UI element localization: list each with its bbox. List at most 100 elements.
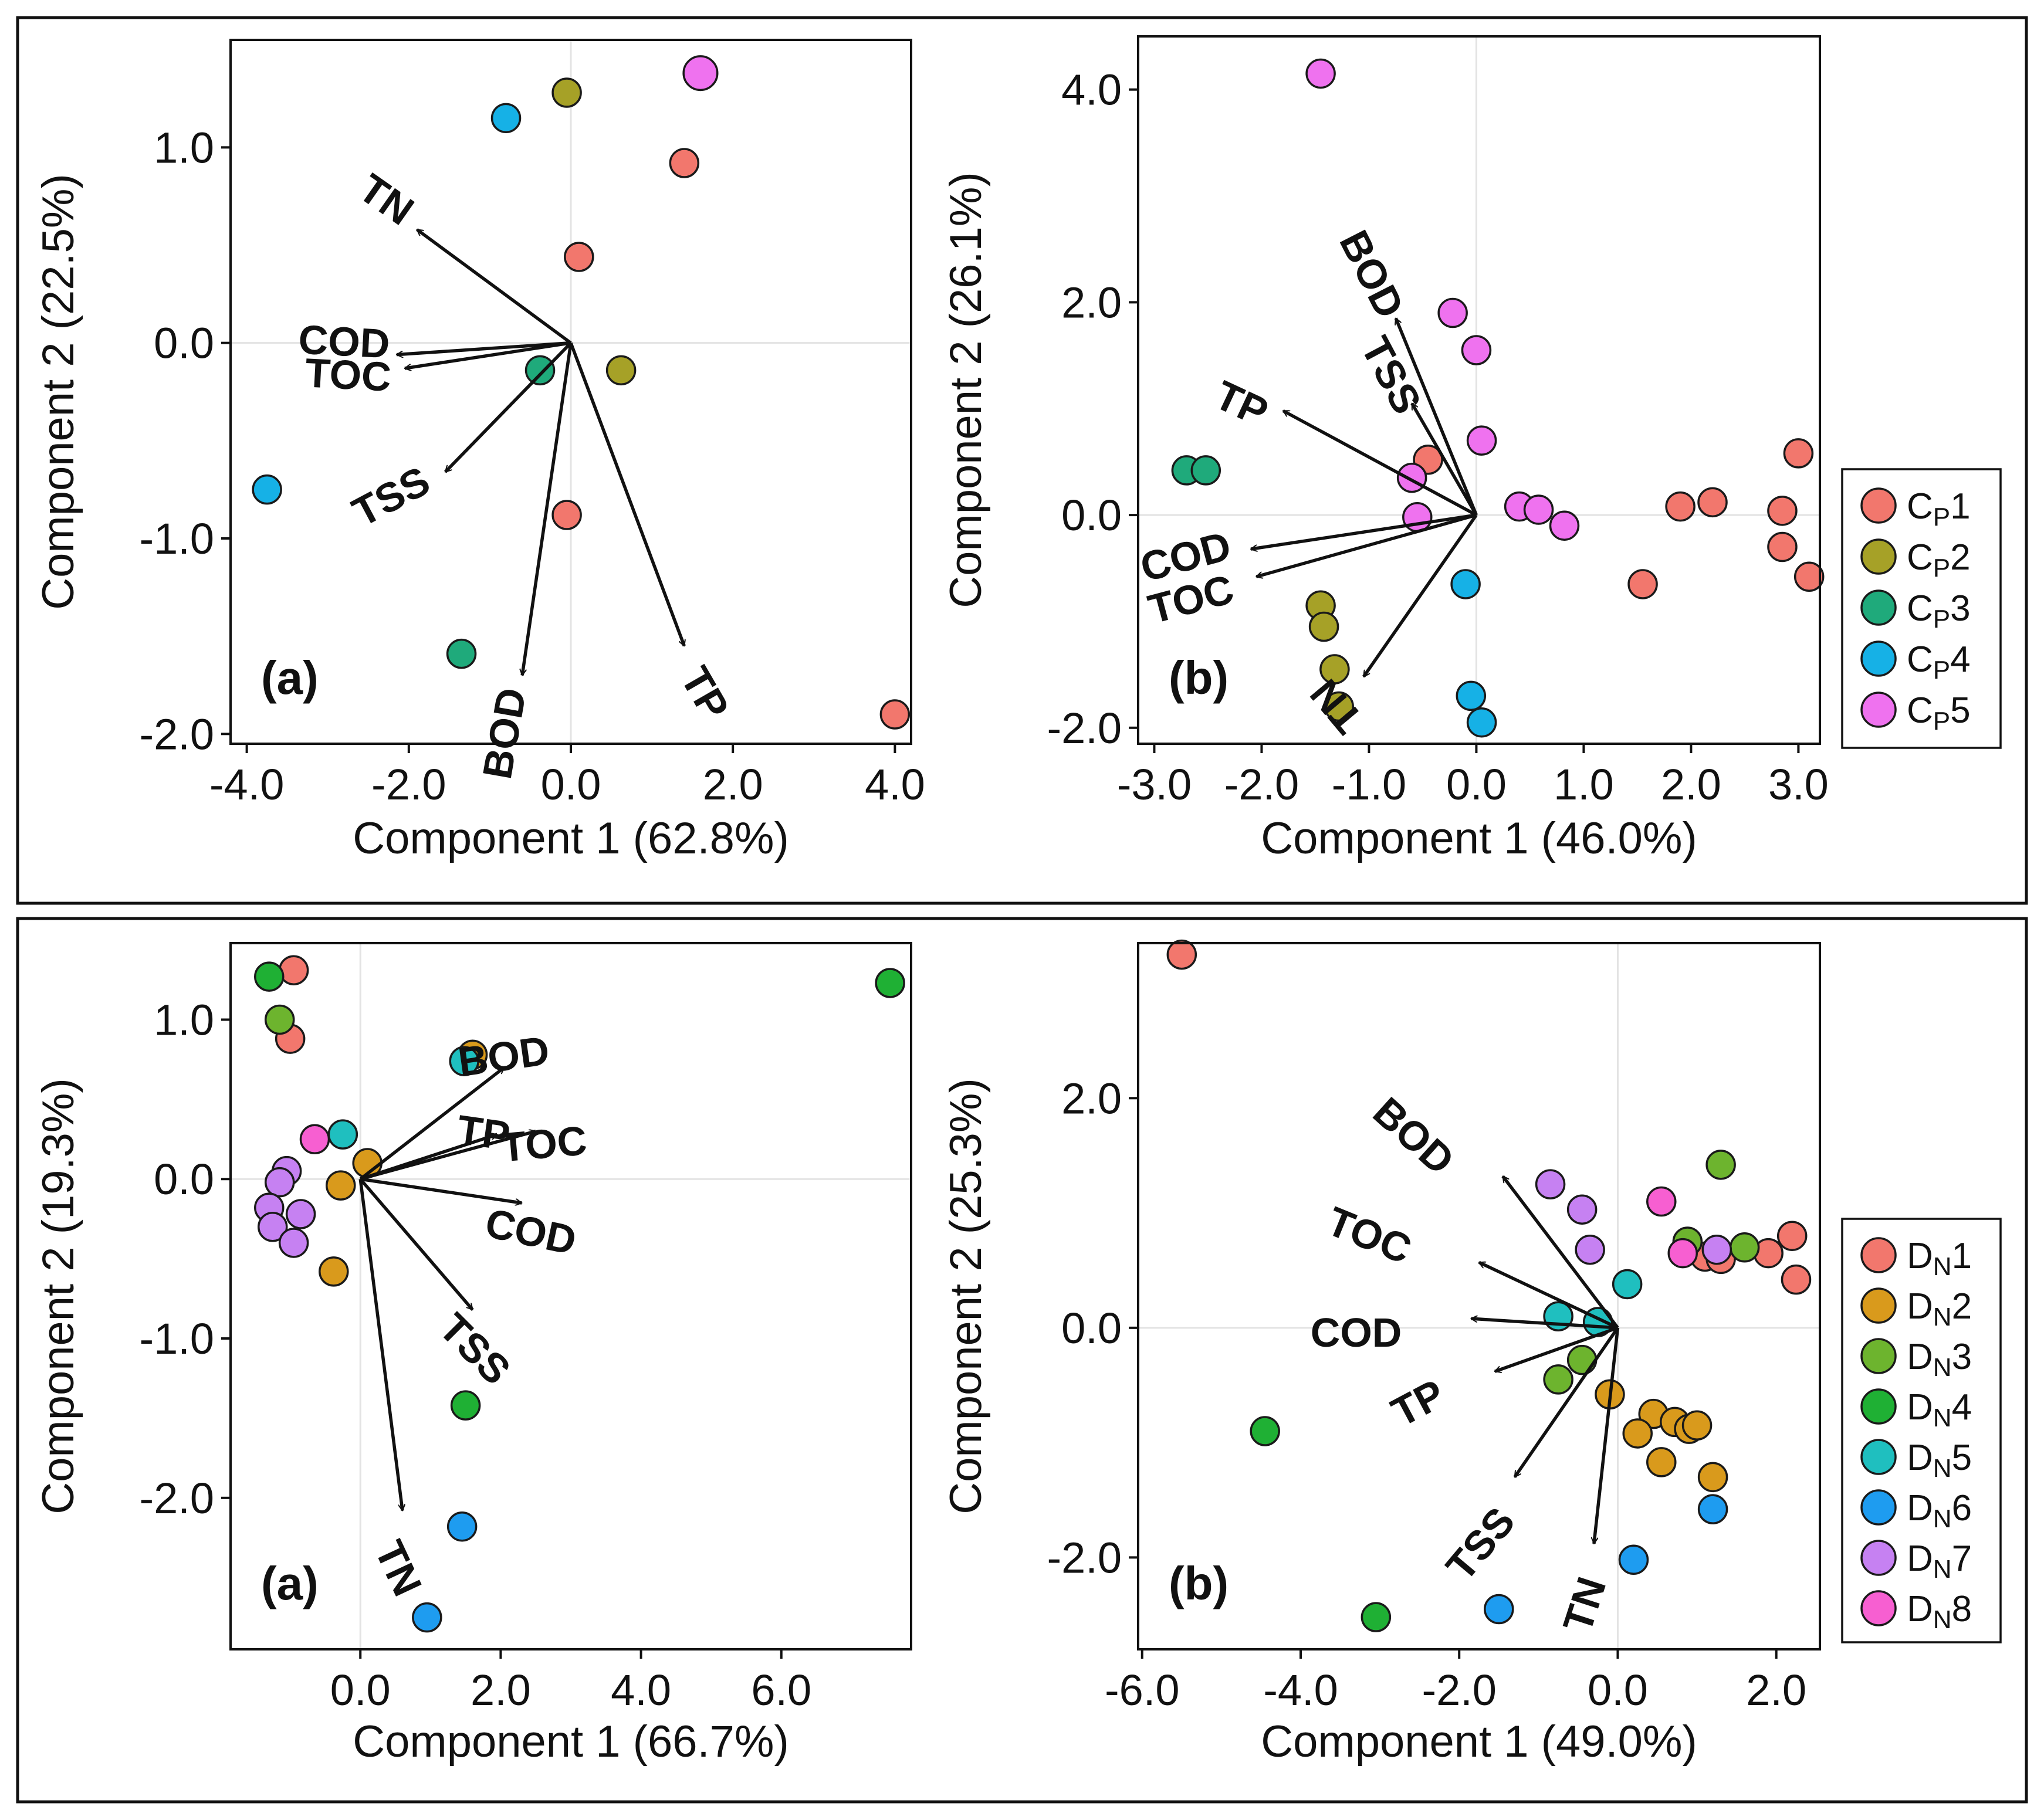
legend-swatch	[1860, 1540, 1897, 1576]
x-tick-label: -4.0	[209, 760, 285, 809]
point-C5	[1549, 510, 1580, 541]
x-axis-title: Component 1 (66.7%)	[353, 1717, 789, 1767]
legend-swatch	[1860, 1338, 1897, 1374]
point-C5	[1437, 297, 1468, 328]
loading-label-cod: COD	[1311, 1310, 1402, 1355]
x-tick-label: 2.0	[1746, 1666, 1806, 1714]
y-tick-label: 0.0	[154, 1155, 214, 1204]
point-D6	[446, 1511, 478, 1542]
point-D3	[264, 1004, 295, 1035]
panel-label: (a)	[261, 1557, 319, 1609]
point-D3	[1705, 1150, 1736, 1180]
legend-label: DN3	[1907, 1337, 1972, 1382]
y-tick-label: 0.0	[1061, 1304, 1122, 1353]
loading-label-toc: TOC	[304, 350, 392, 400]
y-tick-label: 1.0	[154, 123, 214, 172]
point-C4	[490, 103, 522, 134]
legend-label: DN2	[1907, 1286, 1972, 1331]
point-C1	[1665, 491, 1696, 522]
point-D3	[1729, 1232, 1760, 1263]
legend-swatch	[1860, 1287, 1897, 1324]
point-C1	[1767, 496, 1798, 526]
y-tick-label: -1.0	[139, 514, 214, 563]
panel-label: (a)	[261, 652, 319, 704]
point-D7	[285, 1199, 316, 1229]
x-tick-label: -2.0	[1422, 1666, 1497, 1714]
bottom-figure-frame	[16, 917, 2028, 1804]
point-D7	[264, 1167, 295, 1198]
plot-border	[229, 39, 912, 745]
panel-top-b: -3.0 -2.0 -1.0 0.0 1.0 2.0 3.0 -2.0 0.0 2.0 4.0 Com…	[941, 35, 1829, 863]
point-C2	[1319, 654, 1350, 684]
y-tick-label: 1.0	[154, 995, 214, 1044]
legend-swatch	[1860, 1489, 1897, 1526]
point-D7	[1701, 1234, 1732, 1265]
x-tick-label: -2.0	[1224, 760, 1300, 809]
x-axis-title: Component 1 (49.0%)	[1261, 1717, 1697, 1767]
point-C4	[1466, 707, 1497, 738]
legend-label: DN4	[1907, 1387, 1972, 1432]
legend-c: CP1 CP2 CP3 CP4 CP5	[1841, 468, 2002, 749]
point-D3	[1543, 1364, 1573, 1395]
point-C3	[1190, 455, 1221, 486]
legend-label: CP4	[1907, 639, 1971, 684]
loading-arrow-tp	[1283, 409, 1477, 517]
y-axis-title: Component 2 (25.3%)	[941, 1078, 991, 1514]
legend-label: DN1	[1907, 1236, 1972, 1281]
loading-arrow-bod	[1394, 318, 1478, 516]
x-tick-label: 0.0	[330, 1666, 391, 1714]
x-tick-label: 2.0	[471, 1666, 531, 1714]
point-D8	[1667, 1238, 1698, 1269]
panel-bottom-b: -6.0 -4.0 -2.0 0.0 2.0 -2.0 0.0 2.0 Component 1 …	[941, 939, 1821, 1767]
legend-label: CP5	[1907, 690, 1971, 736]
point-D5	[1612, 1269, 1643, 1300]
x-tick-label: -1.0	[1332, 760, 1407, 809]
point-C2	[1308, 611, 1339, 642]
y-tick-label: -2.0	[139, 710, 214, 758]
legend-swatch	[1860, 1439, 1897, 1475]
point-C1	[1793, 561, 1825, 592]
legend-label: CP2	[1907, 537, 1971, 582]
panel-bottom-a: 0.0 2.0 4.0 6.0 -2.0 -1.0 0.0 1.0 Component 1 (6…	[33, 942, 912, 1767]
x-tick-label: -3.0	[1117, 760, 1192, 809]
point-C5	[1523, 494, 1554, 525]
x-tick-label: 4.0	[865, 760, 925, 809]
point-D2	[1681, 1410, 1713, 1441]
loading-arrow-tn	[417, 228, 572, 344]
legend-label: DN7	[1907, 1538, 1972, 1584]
loading-arrow-tn	[358, 1178, 402, 1510]
loading-arrow-tp	[569, 342, 684, 646]
point-D4	[875, 968, 905, 998]
x-tick-label: -4.0	[1263, 1666, 1338, 1714]
legend-swatch	[1860, 1237, 1897, 1273]
point-C5	[1396, 462, 1427, 493]
y-tick-label: 0.0	[1061, 491, 1122, 540]
x-tick-label: 0.0	[541, 760, 601, 809]
x-tick-label: -2.0	[371, 760, 446, 809]
point-D7	[258, 1212, 288, 1242]
point-D4	[1361, 1602, 1392, 1632]
legend-swatch	[1860, 692, 1897, 728]
loading-arrow-toc	[360, 1131, 536, 1181]
loading-arrow-tp	[1495, 1326, 1619, 1371]
point-D1	[1781, 1264, 1812, 1295]
panel-label: (b)	[1169, 652, 1229, 704]
point-D2	[326, 1170, 356, 1201]
point-C1	[879, 699, 911, 730]
point-D1	[1776, 1221, 1808, 1251]
x-axis-title: Component 1 (62.8%)	[353, 814, 789, 863]
point-C3	[524, 355, 556, 386]
point-C3	[446, 638, 477, 669]
point-C5	[1305, 58, 1336, 89]
legend-swatch	[1860, 538, 1897, 575]
loading-label-toc: TOC	[499, 1117, 589, 1170]
x-tick-label: 0.0	[1588, 1666, 1648, 1714]
legend-label: CP1	[1907, 486, 1971, 531]
point-D7	[278, 1228, 309, 1258]
point-D6	[1618, 1544, 1649, 1575]
x-tick-label: 3.0	[1768, 760, 1829, 809]
point-D2	[319, 1256, 349, 1287]
plot-area	[231, 943, 911, 1649]
x-axis-title: Component 1 (46.0%)	[1261, 814, 1697, 863]
point-C4	[1450, 569, 1481, 599]
